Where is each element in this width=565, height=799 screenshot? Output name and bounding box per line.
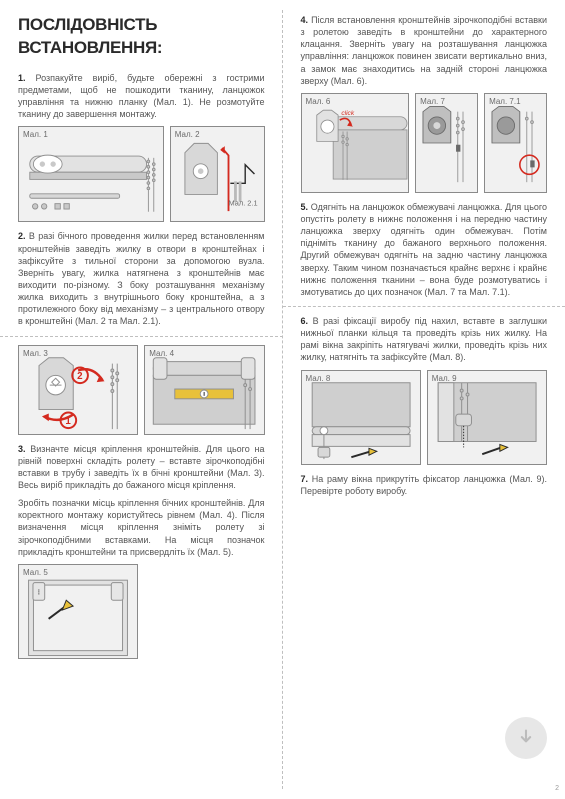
figure-7-label: Мал. 7 xyxy=(420,97,445,108)
figure-6: Мал. 6 click xyxy=(301,93,410,193)
step-1-text: 1. Розпакуйте виріб, будьте обережні з г… xyxy=(18,72,265,121)
figure-9: Мал. 9 xyxy=(427,370,547,465)
figure-7-1: Мал. 7.1 xyxy=(484,93,547,193)
step-3-text: 3. Визначте місця кріплення кронштейнів.… xyxy=(18,443,265,492)
circled-1: 1 xyxy=(65,416,71,427)
step-2-body: В разі бічного проведення жилки перед вс… xyxy=(18,231,265,326)
step-5-body: Одягніть на ланцюжок обмежувачі ланцюжка… xyxy=(301,202,548,297)
figure-8-label: Мал. 8 xyxy=(306,374,331,385)
step-4-body: Після встановлення кронштейнів зірочкопо… xyxy=(301,15,548,86)
step-7-body: На раму вікна прикрутіть фіксатор ланцюж… xyxy=(301,474,548,496)
step-3b-body: Зробіть позначки місць кріплення бічних … xyxy=(18,498,265,557)
figure-4: Мал. 4 xyxy=(144,345,264,435)
figure-1: Мал. 1 xyxy=(18,126,164,222)
step-1-body: Розпакуйте виріб, будьте обережні з гост… xyxy=(18,73,265,119)
figure-21-label-inline: Мал. 2.1 xyxy=(228,199,257,208)
figure-9-label: Мал. 9 xyxy=(432,374,457,385)
step-3-num: 3. xyxy=(18,444,26,454)
step-7-text: 7. На раму вікна прикрутіть фіксатор лан… xyxy=(301,473,548,497)
figure-3: Мал. 3 2 1 xyxy=(18,345,138,435)
step-5-num: 5. xyxy=(301,202,309,212)
figure-71-label: Мал. 7.1 xyxy=(489,97,520,108)
step-2-num: 2. xyxy=(18,231,26,241)
figure-2: Мал. 2 Мал. 2.1 xyxy=(170,126,265,222)
step-1-num: 1. xyxy=(18,73,26,83)
circled-2: 2 xyxy=(77,371,83,382)
step-2-text: 2. В разі бічного проведення жилки перед… xyxy=(18,230,265,327)
left-divider xyxy=(0,336,283,337)
page-number: 2 xyxy=(555,784,559,793)
figure-6-label: Мал. 6 xyxy=(306,97,331,108)
figure-7: Мал. 7 xyxy=(415,93,478,193)
step-4-text: 4. Після встановлення кронштейнів зірочк… xyxy=(301,14,548,87)
step-3b-text: Зробіть позначки місць кріплення бічних … xyxy=(18,497,265,558)
figure-5: Мал. 5 xyxy=(18,564,138,659)
step-6-text: 6. В разі фіксації виробу під нахил, вст… xyxy=(301,315,548,364)
figure-5-label: Мал. 5 xyxy=(23,568,48,579)
figure-1-label: Мал. 1 xyxy=(23,130,48,141)
step-5-text: 5. Одягніть на ланцюжок обмежувачі ланцю… xyxy=(301,201,548,298)
figure-2-label: Мал. 2 xyxy=(175,130,200,141)
step-6-body: В разі фіксації виробу під нахил, вставт… xyxy=(301,316,548,362)
figure-8: Мал. 8 xyxy=(301,370,421,465)
click-label: click xyxy=(341,110,354,117)
figure-3-label: Мал. 3 xyxy=(23,349,48,360)
left-column: ПОСЛІДОВНІСТЬ ВСТАНОВЛЕННЯ: 1. Розпакуйт… xyxy=(0,0,283,799)
right-column: 4. Після встановлення кронштейнів зірочк… xyxy=(283,0,565,799)
figure-4-label: Мал. 4 xyxy=(149,349,174,360)
watermark-icon xyxy=(505,717,547,759)
step-7-num: 7. xyxy=(301,474,309,484)
step-3-body: Визначте місця кріплення кронштейнів. Дл… xyxy=(18,444,265,490)
page-title: ПОСЛІДОВНІСТЬ ВСТАНОВЛЕННЯ: xyxy=(18,14,265,60)
right-divider xyxy=(283,306,565,307)
step-6-num: 6. xyxy=(301,316,309,326)
step-4-num: 4. xyxy=(301,15,309,25)
